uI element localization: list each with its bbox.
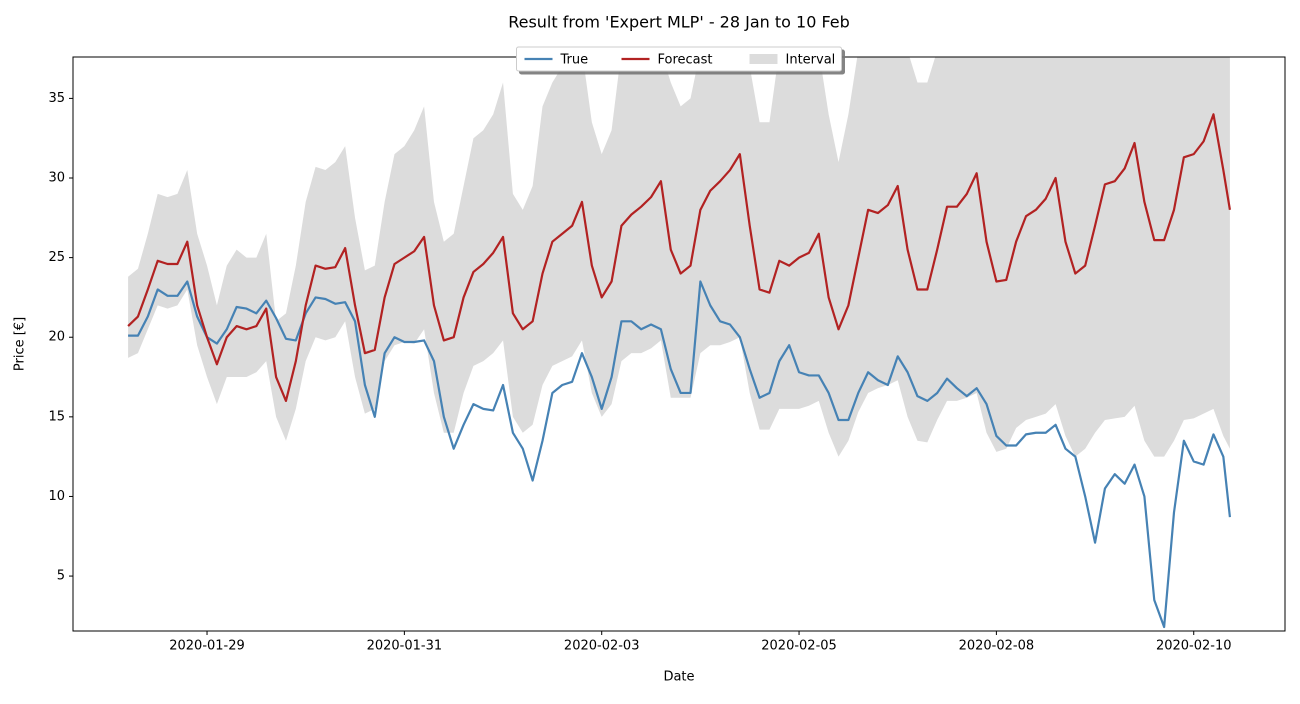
legend: True Forecast Interval — [516, 46, 842, 72]
y-axis-label: Price [€] — [13, 317, 28, 371]
legend-box — [516, 46, 842, 72]
y-tick-label: 30 — [48, 171, 65, 186]
y-tick-label: 20 — [48, 330, 65, 345]
series-line — [128, 280, 1232, 629]
x-axis-label: Date — [663, 670, 694, 685]
y-tick-label: 15 — [48, 409, 65, 424]
x-tick-label: 2020-02-08 — [959, 639, 1035, 654]
x-tick-label: 2020-02-05 — [761, 639, 837, 654]
axes: 2020-01-29 2020-01-31 2020-02-03 2020-02-05… — [48, 91, 1231, 654]
x-tick-label: 2020-01-29 — [169, 639, 245, 654]
chart-title: Result from 'Expert MLP' - 28 Jan to 10 … — [508, 13, 850, 32]
x-tick-label: 2020-02-03 — [564, 639, 640, 654]
plot-area — [127, 57, 1232, 629]
x-tick-label: 2020-02-10 — [1156, 639, 1232, 654]
y-tick-label: 10 — [48, 489, 65, 504]
legend-label: Forecast — [658, 53, 713, 68]
legend-swatch — [749, 54, 778, 64]
interval-area — [128, 57, 1230, 457]
y-tick-label: 5 — [57, 569, 65, 584]
y-tick-label: 25 — [48, 250, 65, 265]
y-tick-label: 35 — [48, 91, 65, 106]
legend-label: True — [560, 53, 589, 68]
legend-label: Interval — [786, 53, 836, 68]
series-line — [127, 113, 1231, 403]
x-tick-label: 2020-01-31 — [367, 639, 443, 654]
